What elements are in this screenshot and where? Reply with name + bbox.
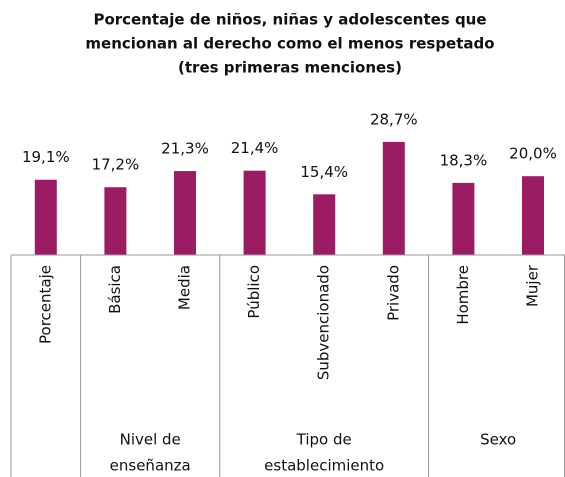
x-tick-label: Mujer (524, 264, 542, 307)
x-tick-label: Público (245, 265, 263, 319)
bar (34, 179, 57, 255)
data-label: 15,4% (300, 163, 348, 181)
x-tick-label: Básica (106, 265, 124, 314)
group-label: enseñanza (110, 457, 191, 475)
bar (313, 194, 336, 255)
x-tick-label: Media (176, 265, 194, 310)
bar (522, 176, 544, 255)
chart-title: (tres primeras menciones) (178, 59, 402, 77)
group-label: Tipo de (296, 431, 352, 449)
x-tick-label: Hombre (454, 265, 472, 325)
bar (243, 170, 266, 255)
x-tick-label: Privado (384, 265, 402, 321)
data-label: 21,3% (161, 140, 209, 158)
data-label: 18,3% (440, 151, 488, 169)
bar (104, 187, 127, 255)
bar (382, 141, 405, 255)
x-tick-label: Porcentaje (36, 265, 54, 344)
bar (174, 171, 196, 255)
data-label: 21,4% (231, 139, 279, 157)
data-label: 20,0% (509, 145, 557, 163)
group-label: establecimiento (264, 457, 384, 475)
data-label: 19,1% (22, 148, 70, 166)
chart-title: Porcentaje de niños, niñas y adolescente… (93, 11, 486, 29)
data-label: 28,7% (370, 110, 418, 128)
group-label: Sexo (480, 431, 516, 449)
x-tick-label: Subvencionado (315, 265, 333, 380)
chart-title: mencionan al derecho como el menos respe… (85, 35, 494, 53)
data-label: 17,2% (92, 156, 140, 174)
bar (452, 182, 475, 255)
group-label: Nivel de (120, 431, 181, 449)
